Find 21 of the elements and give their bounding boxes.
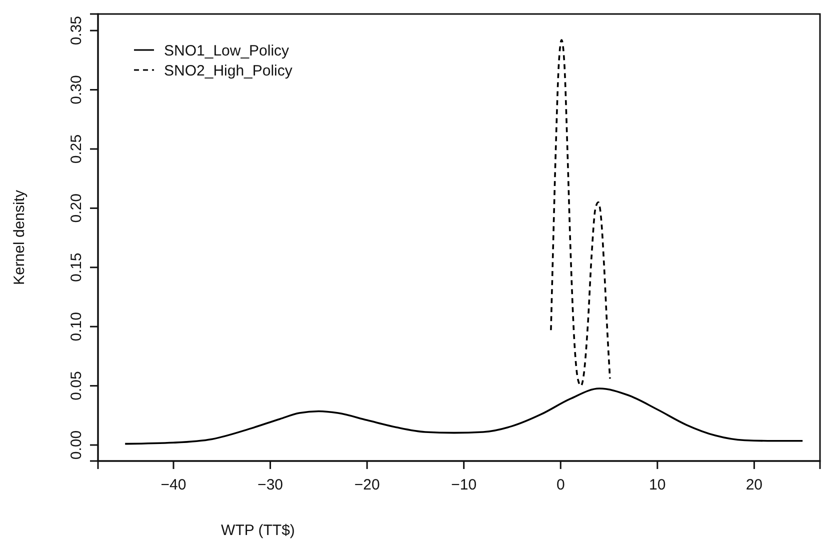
x-tick-label: 0: [556, 476, 565, 494]
line-series: [124, 388, 804, 445]
y-tick-label: 0.05: [68, 371, 85, 400]
x-tick-label: −40: [160, 476, 186, 494]
x-tick-label: −30: [258, 476, 283, 494]
y-tick-label: 0.00: [68, 430, 85, 460]
y-tick-label: 0.30: [68, 75, 85, 104]
x-tick-label: −20: [354, 476, 380, 494]
x-tick-label: 20: [746, 476, 763, 494]
legend-label: SNO1_Low_Policy: [164, 42, 290, 60]
y-tick-label: 0.10: [68, 312, 85, 342]
x-tick-label: −10: [451, 476, 477, 494]
y-tick-label: 0.35: [68, 16, 85, 46]
x-axis-title: WTP (TT$): [221, 522, 295, 539]
x-tick-label: 10: [649, 476, 666, 494]
legend-label: SNO2_High_Policy: [164, 62, 293, 80]
y-tick-label: 0.25: [68, 134, 85, 164]
y-axis-title: Kernel density: [11, 189, 28, 286]
y-tick-label: 0.20: [68, 194, 85, 223]
y-tick-label: 0.15: [68, 252, 85, 282]
line-series: [550, 39, 611, 387]
